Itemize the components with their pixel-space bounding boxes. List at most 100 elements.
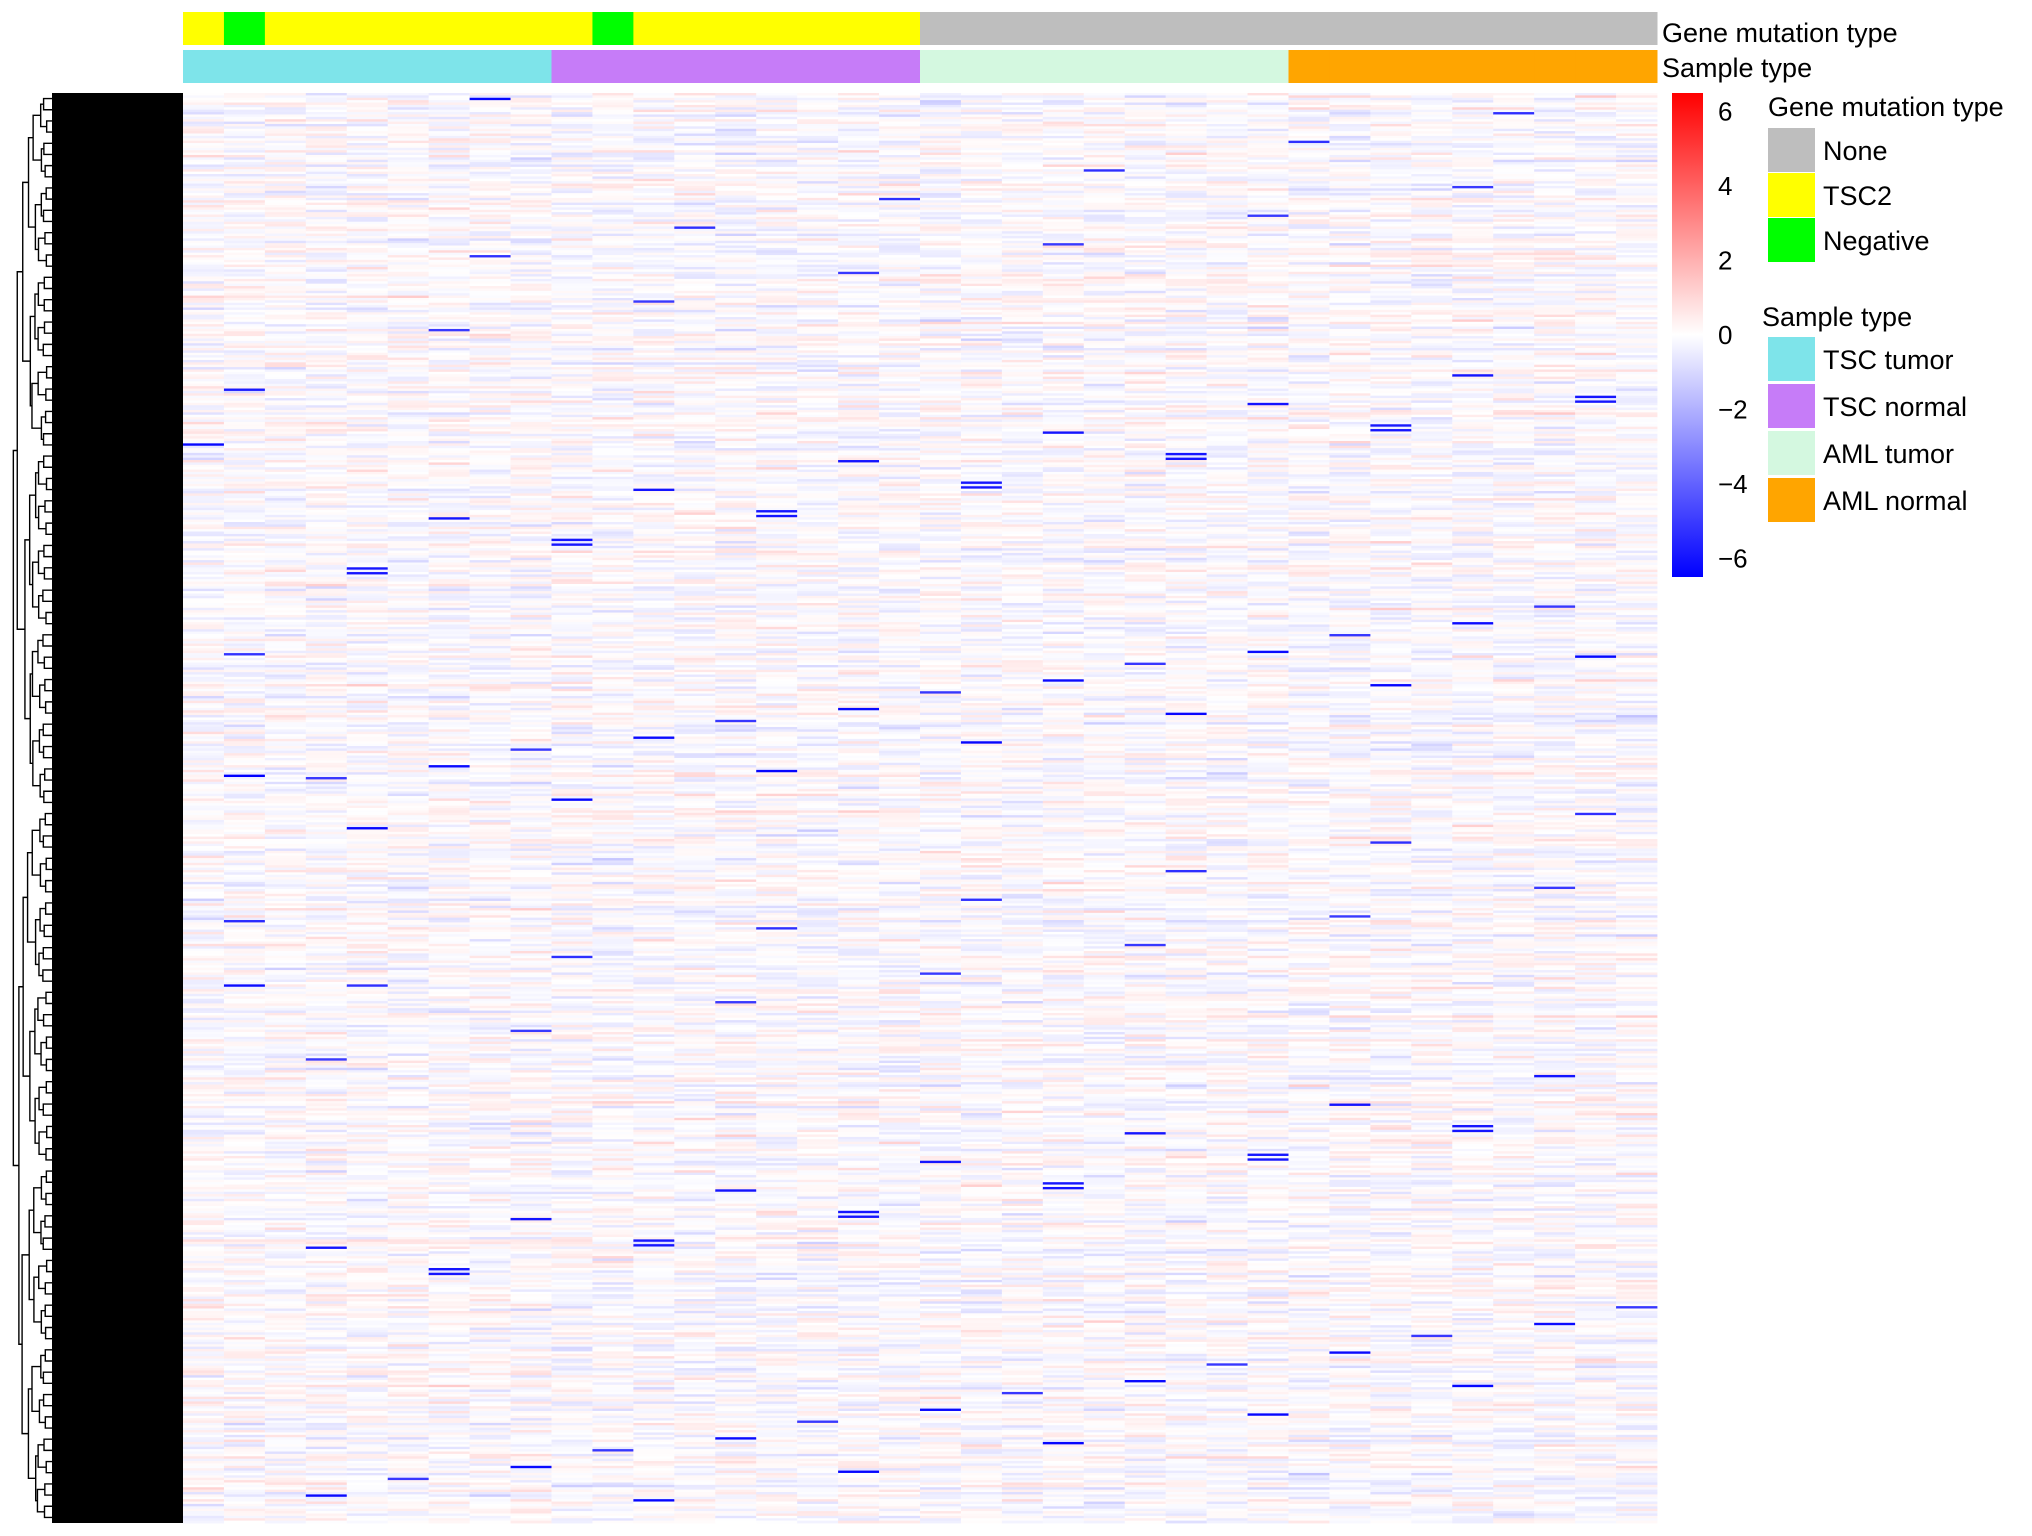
heatmap-cell — [387, 665, 430, 668]
heatmap-cell — [428, 112, 471, 115]
heatmap-cell — [469, 624, 511, 628]
heatmap-cell — [223, 958, 266, 961]
heatmap-cell — [223, 336, 266, 339]
heatmap-cell — [346, 541, 389, 544]
heatmap-cell — [223, 1518, 266, 1522]
heatmap-cell — [223, 1377, 266, 1381]
heatmap-cell — [183, 843, 225, 847]
heatmap-cell — [387, 1077, 430, 1081]
heatmap-cell — [469, 717, 511, 721]
heatmap-cell — [346, 1184, 389, 1188]
heatmap-cell — [264, 1363, 307, 1367]
heatmap-cell — [387, 555, 430, 559]
heatmap-cell — [305, 224, 348, 227]
heatmap-cell — [469, 815, 511, 818]
heatmap-cell — [346, 958, 389, 961]
heatmap-cell — [183, 555, 225, 559]
heatmap-cell — [264, 1139, 307, 1143]
heatmap-cell — [223, 777, 266, 780]
heatmap-cell — [264, 395, 307, 399]
heatmap-cell — [387, 583, 430, 587]
heatmap-cell — [346, 920, 389, 923]
heatmap-cell — [387, 672, 430, 675]
heatmap-cell — [469, 278, 511, 282]
heatmap-cell — [223, 448, 266, 451]
heatmap-cell — [387, 648, 430, 652]
heatmap-cell — [305, 1144, 348, 1147]
heatmap-cell — [264, 619, 307, 623]
heatmap-cell — [264, 634, 307, 637]
heatmap-cell — [305, 541, 348, 544]
heatmap-cell — [346, 514, 389, 518]
dendrogram-branch — [39, 818, 46, 843]
heatmap-cell — [387, 1487, 430, 1491]
heatmap-cell — [183, 610, 225, 613]
heatmap-cell — [428, 960, 471, 964]
heatmap-cell — [428, 269, 471, 273]
heatmap-cell — [223, 1196, 266, 1200]
heatmap-cell — [183, 657, 225, 661]
heatmap-cell — [387, 886, 430, 890]
heatmap-cell — [428, 936, 471, 940]
heatmap-cell — [305, 93, 348, 96]
heatmap-cell — [264, 1389, 307, 1393]
heatmap-cell — [183, 965, 225, 969]
heatmap-cell — [264, 1384, 307, 1388]
heatmap-cell — [305, 417, 348, 420]
heatmap-cell — [223, 1041, 266, 1045]
heatmap-cell — [183, 147, 225, 151]
heatmap-cell — [264, 810, 307, 814]
dendrogram-branch — [37, 460, 47, 485]
heatmap-cell — [346, 786, 389, 790]
heatmap-cell — [183, 877, 225, 880]
heatmap-cell — [428, 750, 471, 754]
heatmap-cell — [428, 1489, 471, 1493]
heatmap-cell — [346, 1258, 389, 1262]
heatmap-cell — [223, 1306, 266, 1309]
heatmap-cell — [223, 850, 266, 854]
heatmap-cell — [264, 710, 307, 714]
heatmap-cell — [346, 1346, 389, 1350]
heatmap-cell — [183, 762, 225, 766]
heatmap-cell — [305, 796, 348, 799]
heatmap-cell — [223, 779, 266, 783]
heatmap-cell — [428, 462, 471, 466]
heatmap-cell — [223, 126, 266, 130]
heatmap-cell — [264, 1298, 307, 1302]
heatmap-cell — [469, 1515, 511, 1519]
heatmap-cell — [305, 572, 348, 575]
heatmap-cell — [387, 1334, 430, 1338]
heatmap-cell — [428, 824, 471, 828]
heatmap-cell — [264, 402, 307, 406]
heatmap-cell — [183, 710, 225, 714]
heatmap-cell — [428, 200, 471, 204]
heatmap-cell — [428, 1477, 471, 1481]
heatmap-cell — [387, 1191, 430, 1195]
heatmap-cell — [305, 1217, 348, 1221]
heatmap-cell — [183, 865, 225, 868]
heatmap-cell — [428, 166, 471, 170]
heatmap-cell — [469, 138, 511, 142]
heatmap-cell — [346, 95, 389, 99]
heatmap-cell — [305, 1179, 348, 1183]
heatmap-cell — [305, 1113, 348, 1116]
heatmap-cell — [305, 367, 348, 370]
heatmap-cell — [346, 338, 389, 342]
heatmap-cell — [387, 393, 430, 397]
dendrogram-branch — [45, 1036, 101, 1049]
heatmap-cell — [346, 340, 389, 344]
heatmap-cell — [305, 1356, 348, 1359]
heatmap-cell — [223, 1349, 266, 1352]
heatmap-cell — [387, 1282, 430, 1286]
heatmap-cell — [223, 624, 266, 628]
heatmap-cell — [264, 1258, 307, 1262]
heatmap-cell — [387, 1163, 430, 1166]
heatmap-cell — [223, 159, 266, 163]
heatmap-cell — [183, 1351, 225, 1355]
heatmap-cell — [264, 1129, 307, 1133]
heatmap-cell — [264, 1194, 307, 1197]
heatmap-cell — [264, 1024, 307, 1028]
heatmap-cell — [469, 1182, 511, 1185]
heatmap-cell — [305, 1501, 348, 1505]
heatmap-cell — [223, 1055, 266, 1059]
